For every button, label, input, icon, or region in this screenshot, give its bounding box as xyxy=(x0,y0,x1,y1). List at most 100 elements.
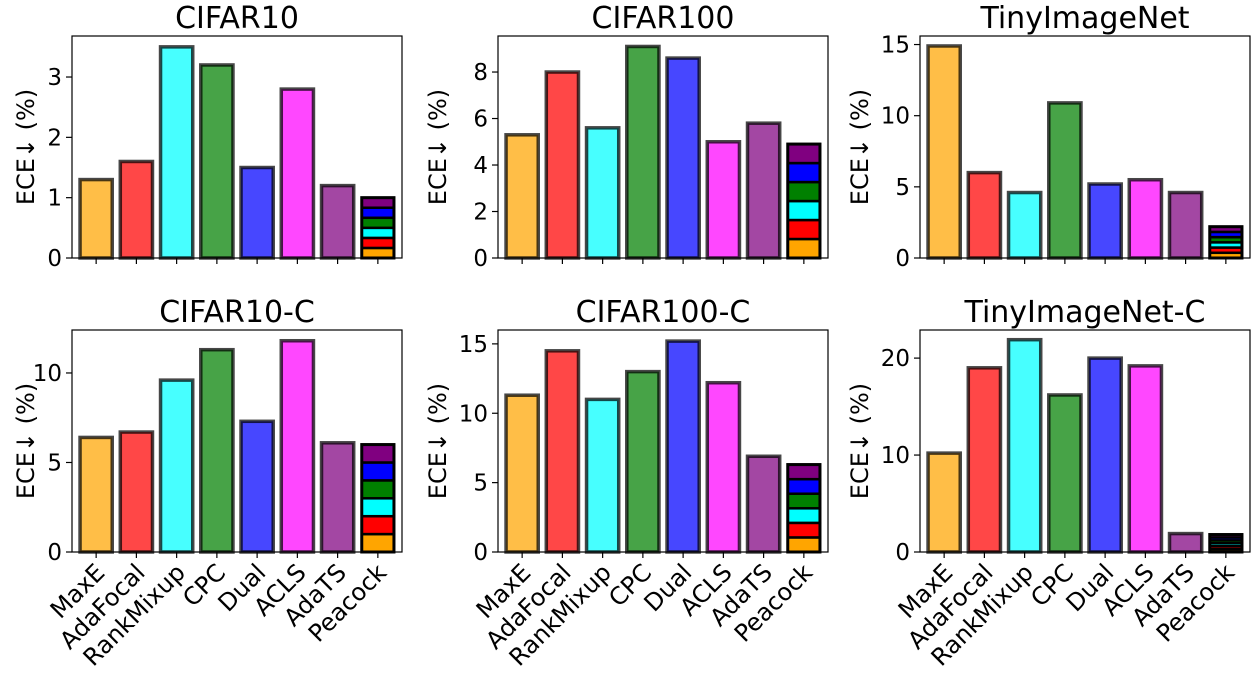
y-tick-label: 1 xyxy=(47,186,62,212)
bar-cpc xyxy=(199,63,235,260)
bar-adafocal xyxy=(118,159,155,260)
bar-peacock-segment xyxy=(360,236,396,250)
y-tick-label: 10 xyxy=(33,361,62,387)
y-tick-label: 20 xyxy=(881,346,910,372)
bar-peacock-segment xyxy=(360,226,396,240)
bar-adats xyxy=(745,121,782,260)
bar-rankmixup xyxy=(1006,337,1043,554)
axes-frame xyxy=(919,329,1251,553)
subplot-title: CIFAR100 xyxy=(592,1,735,36)
bar-rankmixup xyxy=(584,126,621,260)
subplot-title: TinyImageNet-C xyxy=(964,295,1206,330)
bar-rankmixup xyxy=(584,397,621,554)
bar-acls xyxy=(1127,364,1164,554)
y-tick-label: 0 xyxy=(895,540,910,566)
bar-dual xyxy=(1087,356,1123,554)
subplot-tinyimagenet: TinyImageNet 0 5 10 15 ECE↓ (%) xyxy=(846,1,1251,272)
y-tick-label: 0 xyxy=(473,246,488,272)
bar-dual xyxy=(665,339,701,554)
bar-adafocal xyxy=(966,170,1003,260)
bar-peacock-segment xyxy=(786,237,822,260)
bar-peacock-segment xyxy=(360,443,396,464)
bar-peacock-segment xyxy=(786,507,822,525)
y-tick-label: 3 xyxy=(47,65,62,91)
bar-peacock-segment xyxy=(786,142,822,165)
bar-dual xyxy=(239,165,275,260)
y-tick-label: 10 xyxy=(881,443,910,469)
y-tick-label: 2 xyxy=(47,125,62,151)
y-axis-label: ECE↓ (%) xyxy=(424,383,452,499)
bar-adafocal xyxy=(544,70,581,260)
axes-frame xyxy=(71,35,403,259)
bar-adafocal xyxy=(966,366,1003,554)
bar-peacock-segment xyxy=(786,536,822,554)
bar-dual xyxy=(665,56,701,260)
bar-acls xyxy=(705,380,742,554)
subplot-title: CIFAR10 xyxy=(175,1,299,36)
bar-maxe xyxy=(926,451,962,554)
bar-rankmixup xyxy=(158,378,195,554)
bar-acls xyxy=(279,87,316,260)
y-tick-label: 5 xyxy=(473,471,488,497)
bar-peacock-segment xyxy=(360,461,396,482)
axes-frame xyxy=(497,35,829,259)
y-tick-label: 0 xyxy=(47,246,62,272)
bar-adats xyxy=(1167,531,1204,554)
bar-adats xyxy=(319,183,356,260)
bar-dual xyxy=(1087,182,1123,260)
y-axis-label: ECE↓ (%) xyxy=(12,89,40,205)
bar-acls xyxy=(1127,177,1164,260)
bar-cpc xyxy=(1047,393,1083,554)
bar-peacock-segment xyxy=(360,479,396,500)
y-tick-label: 5 xyxy=(895,175,910,201)
y-axis-label: ECE↓ (%) xyxy=(846,89,874,205)
bar-adafocal xyxy=(544,349,581,554)
bar-peacock-segment xyxy=(786,521,822,539)
bar-adafocal xyxy=(118,430,155,554)
y-tick-label: 0 xyxy=(895,246,910,272)
bar-peacock-segment xyxy=(786,218,822,241)
bar-peacock-segment xyxy=(360,196,396,209)
bar-dual xyxy=(239,419,275,554)
bar-cpc xyxy=(625,44,661,260)
bar-maxe xyxy=(504,393,540,554)
bar-maxe xyxy=(78,435,114,554)
bar-maxe xyxy=(926,44,962,260)
y-tick-label: 2 xyxy=(473,200,488,226)
y-axis-label: ECE↓ (%) xyxy=(846,383,874,499)
bar-peacock-segment xyxy=(786,492,822,510)
bar-maxe xyxy=(504,133,540,260)
bar-maxe xyxy=(78,177,114,260)
bar-cpc xyxy=(1047,101,1083,260)
y-tick-label: 6 xyxy=(473,107,488,133)
y-tick-label: 10 xyxy=(459,401,488,427)
y-tick-label: 5 xyxy=(47,450,62,476)
y-tick-label: 15 xyxy=(881,33,910,59)
subplot-title: TinyImageNet xyxy=(979,1,1189,36)
bar-peacock-segment xyxy=(786,477,822,495)
bar-cpc xyxy=(199,347,235,554)
y-tick-label: 4 xyxy=(473,153,488,179)
y-tick-label: 0 xyxy=(47,540,62,566)
y-axis-label: ECE↓ (%) xyxy=(424,89,452,205)
y-tick-label: 8 xyxy=(473,60,488,86)
axes-frame xyxy=(919,35,1251,259)
bar-peacock-segment xyxy=(786,199,822,222)
bar-rankmixup xyxy=(1006,190,1043,260)
bar-peacock-segment xyxy=(360,206,396,220)
bar-adats xyxy=(745,454,782,554)
bar-adats xyxy=(1167,190,1204,260)
axes-frame xyxy=(71,329,403,553)
bar-acls xyxy=(279,338,316,554)
bar-peacock-segment xyxy=(360,532,396,554)
subplot-title: CIFAR10-C xyxy=(159,295,315,330)
bar-cpc xyxy=(625,369,661,554)
bar-peacock-segment xyxy=(786,161,822,184)
bar-peacock-segment xyxy=(360,497,396,518)
bar-adats xyxy=(319,441,356,554)
bar-peacock-segment xyxy=(786,463,822,481)
